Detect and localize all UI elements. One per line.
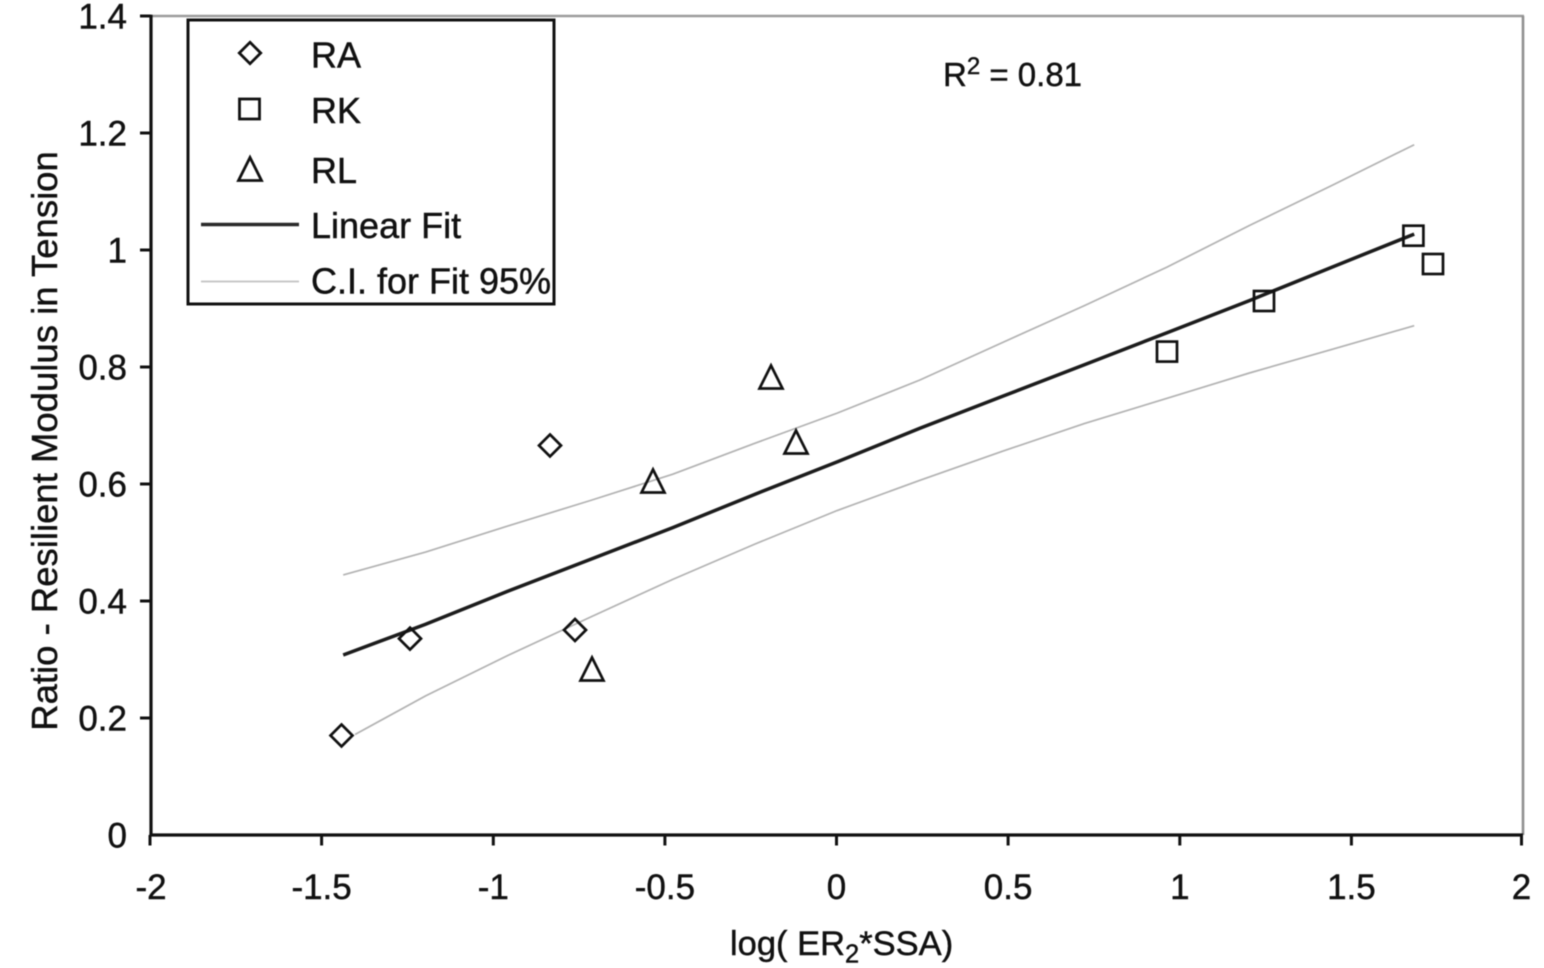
svg-text:0.6: 0.6 (78, 466, 127, 505)
svg-text:R2 = 0.81: R2 = 0.81 (943, 53, 1082, 93)
svg-text:-0.5: -0.5 (635, 868, 695, 907)
svg-text:Ratio - Resilient Modulus in T: Ratio - Resilient Modulus in Tension (24, 151, 65, 731)
svg-text:0: 0 (108, 817, 127, 856)
svg-text:0.4: 0.4 (78, 583, 127, 622)
svg-text:RA: RA (311, 35, 361, 76)
svg-text:-1.5: -1.5 (291, 868, 351, 907)
svg-text:1: 1 (108, 232, 127, 271)
svg-text:-1: -1 (478, 868, 509, 907)
svg-text:log( ER2*SSA): log( ER2*SSA) (730, 925, 953, 968)
svg-text:0: 0 (827, 868, 846, 907)
svg-text:-2: -2 (135, 868, 166, 907)
svg-text:Linear Fit: Linear Fit (311, 205, 461, 246)
svg-text:1: 1 (1170, 868, 1189, 907)
svg-text:RK: RK (311, 90, 361, 131)
svg-text:2: 2 (1512, 868, 1531, 907)
svg-text:0.5: 0.5 (984, 868, 1033, 907)
svg-text:RL: RL (311, 150, 357, 191)
svg-text:0.8: 0.8 (78, 349, 127, 388)
svg-text:1.5: 1.5 (1327, 868, 1376, 907)
svg-text:1.2: 1.2 (78, 115, 127, 154)
svg-text:0.2: 0.2 (78, 700, 127, 739)
svg-text:C.I. for Fit 95%: C.I. for Fit 95% (311, 261, 551, 302)
svg-text:1.4: 1.4 (78, 0, 127, 37)
